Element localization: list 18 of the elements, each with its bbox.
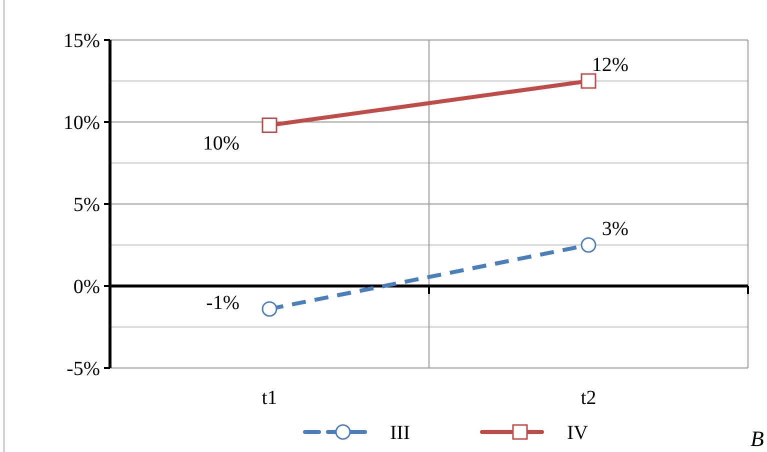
y-tick-label: 5% — [73, 194, 100, 216]
text: B — [750, 426, 764, 451]
point — [262, 118, 278, 134]
point — [262, 301, 278, 317]
y-tick-label: -5% — [66, 358, 100, 380]
y-tick-label: 10% — [63, 112, 100, 134]
data-label: -1% — [206, 292, 240, 314]
data-label: 3% — [602, 218, 628, 240]
legend-label: III — [390, 422, 410, 444]
x-tick-label: t1 — [262, 387, 278, 409]
y-tick-label: 0% — [73, 276, 100, 298]
point — [580, 73, 596, 89]
legend-label: IV — [567, 422, 589, 444]
data-label: 12% — [592, 54, 628, 76]
x-tick-label: t2 — [580, 387, 596, 409]
point — [580, 237, 596, 253]
data-label: 10% — [202, 132, 240, 154]
y-tick-label: 15% — [63, 30, 100, 52]
